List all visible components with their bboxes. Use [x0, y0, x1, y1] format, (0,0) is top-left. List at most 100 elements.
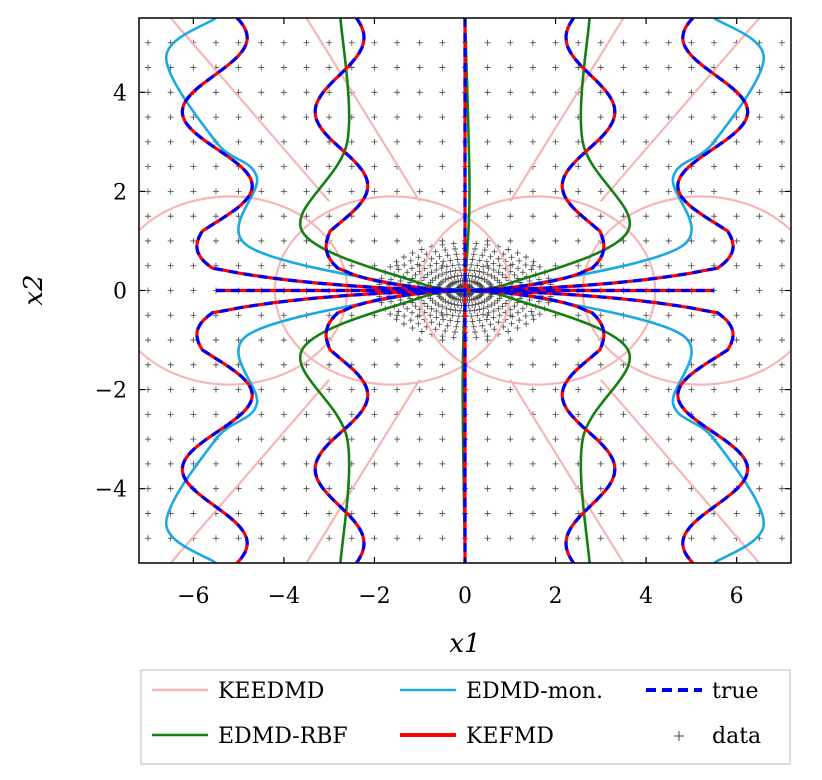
data-marker: [620, 460, 627, 467]
data-marker: [733, 510, 740, 517]
data-marker: [348, 188, 355, 195]
data-marker: [778, 337, 785, 344]
data-marker: [454, 272, 461, 279]
data-marker: [688, 460, 695, 467]
data-marker: [688, 39, 695, 46]
data-marker: [303, 114, 310, 121]
data-marker: [495, 305, 502, 312]
data-marker: [326, 386, 333, 393]
data-marker: [416, 535, 423, 542]
keedmd-curve: [305, 18, 421, 202]
data-marker: [665, 163, 672, 170]
true-curve: [477, 18, 750, 563]
data-marker: [665, 114, 672, 121]
data-marker: [258, 361, 265, 368]
data-marker: [529, 337, 536, 344]
data-marker: [597, 510, 604, 517]
data-marker: [450, 240, 457, 247]
data-marker: [483, 316, 490, 323]
data-marker: [303, 386, 310, 393]
data-marker: [484, 411, 491, 418]
data-marker: [476, 306, 483, 313]
data-marker: [212, 337, 219, 344]
data-marker: [552, 89, 559, 96]
data-marker: [711, 485, 718, 492]
data-marker: [428, 319, 435, 326]
data-marker: [439, 485, 446, 492]
data-marker: [303, 89, 310, 96]
data-marker: [439, 39, 446, 46]
data-marker: [212, 535, 219, 542]
data-marker: [711, 89, 718, 96]
data-marker: [597, 188, 604, 195]
data-marker: [778, 188, 785, 195]
data-marker: [439, 436, 446, 443]
data-marker: [552, 39, 559, 46]
data-marker: [235, 262, 242, 269]
data-marker: [688, 138, 695, 145]
data-marker: [552, 411, 559, 418]
keedmd-curve: [509, 18, 625, 202]
data-marker: [505, 328, 512, 335]
data-marker: [484, 39, 491, 46]
data-marker: [778, 138, 785, 145]
data-marker: [597, 163, 604, 170]
data-marker: [445, 275, 452, 282]
data-marker: [212, 213, 219, 220]
data-marker: [421, 300, 428, 307]
data-marker: [145, 114, 152, 121]
data-marker: [523, 320, 530, 327]
data-marker: [552, 460, 559, 467]
data-marker: [507, 460, 514, 467]
data-marker: [733, 163, 740, 170]
data-marker: [756, 138, 763, 145]
data-marker: [665, 237, 672, 244]
data-marker: [280, 39, 287, 46]
data-marker: [523, 254, 530, 261]
data-marker: [643, 138, 650, 145]
data-marker: [480, 305, 487, 312]
data-marker: [491, 248, 498, 255]
data-marker: [528, 308, 535, 315]
data-marker: [280, 312, 287, 319]
data-marker: [394, 188, 401, 195]
data-marker: [416, 237, 423, 244]
data-marker: [412, 271, 419, 278]
data-marker: [711, 337, 718, 344]
data-marker: [393, 316, 400, 323]
data-marker: [455, 261, 462, 268]
data-marker: [427, 279, 434, 286]
x-axis-label: x1: [449, 629, 480, 659]
x-tick-label: 0: [458, 584, 472, 609]
data-marker: [516, 317, 523, 324]
data-marker: [280, 213, 287, 220]
legend: KEEDMD EDMD-mon. true EDMD-RBF KEFMD data: [140, 669, 791, 765]
data-marker: [235, 64, 242, 71]
data-marker: [490, 266, 497, 273]
data-marker: [303, 163, 310, 170]
y-axis-label: x2: [19, 274, 49, 305]
data-marker: [484, 89, 491, 96]
data-marker: [326, 188, 333, 195]
data-marker: [597, 213, 604, 220]
data-marker: [452, 307, 459, 314]
data-marker: [145, 163, 152, 170]
data-marker: [416, 386, 423, 393]
data-marker: [442, 327, 449, 334]
data-marker: [778, 163, 785, 170]
data-marker: [643, 337, 650, 344]
data-marker: [280, 262, 287, 269]
data-marker: [643, 535, 650, 542]
data-marker: [688, 237, 695, 244]
data-marker: [303, 39, 310, 46]
data-marker: [529, 535, 536, 542]
data-marker: [643, 213, 650, 220]
data-marker: [488, 272, 495, 279]
data-marker: [280, 535, 287, 542]
data-marker: [688, 262, 695, 269]
data-marker: [442, 247, 449, 254]
data-marker: [507, 485, 514, 492]
data-marker: [326, 485, 333, 492]
data-marker: [665, 361, 672, 368]
data-marker: [575, 386, 582, 393]
